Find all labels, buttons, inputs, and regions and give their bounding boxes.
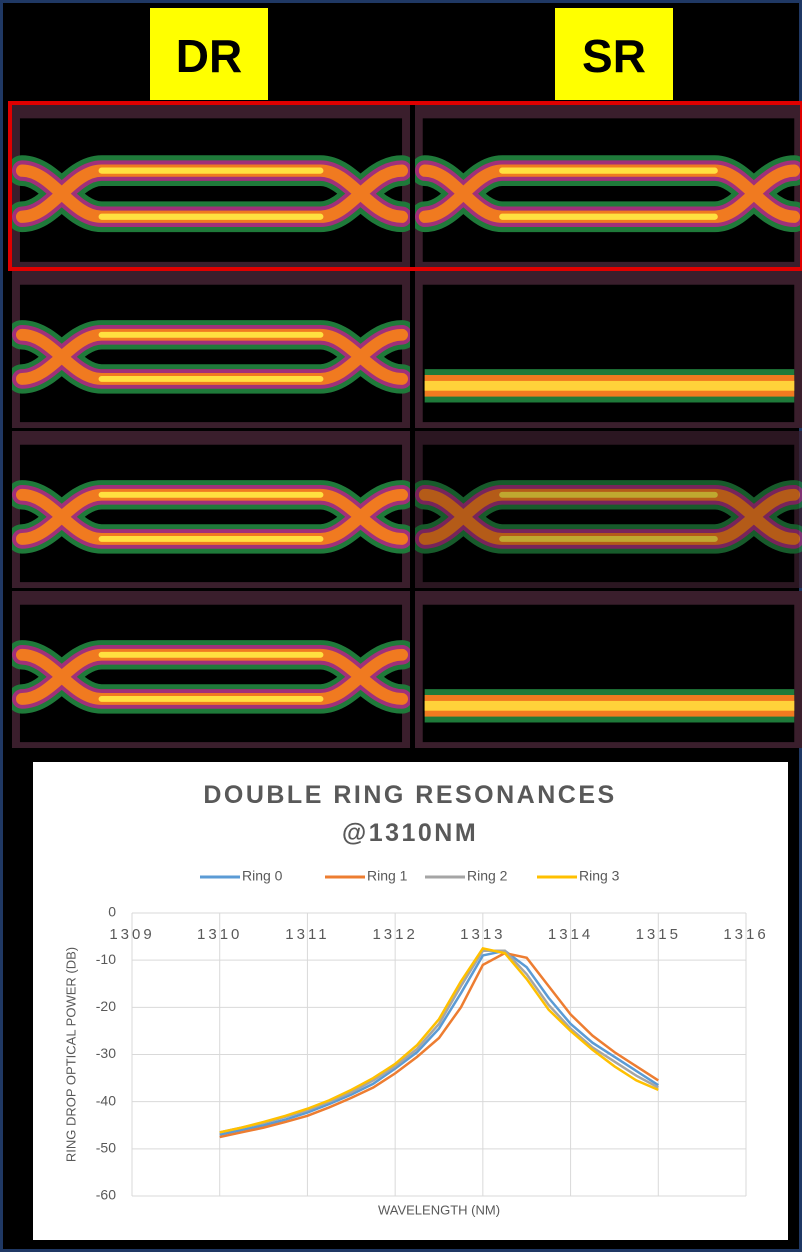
highlight-box — [8, 101, 802, 271]
chart: 0 -10 -20 -30 -40 -50 -60 1309 1310 1311 1312 1313 1… — [63, 868, 768, 1218]
eye-diagram — [12, 431, 410, 588]
eye-diagram — [415, 104, 802, 268]
legend-label: Ring 0 — [242, 868, 283, 884]
x-tick-label: 1316 — [723, 926, 768, 943]
y-axis-label: RING DROP OPTICAL POWER (DB) — [63, 947, 78, 1162]
x-tick-label: 1312 — [372, 926, 417, 943]
eye-diagram — [415, 431, 802, 588]
x-tick-label: 1311 — [285, 926, 329, 943]
eye-diagram — [12, 104, 410, 268]
x-axis-label: WAVELENGTH (NM) — [378, 1202, 500, 1217]
legend-label: Ring 1 — [367, 868, 408, 884]
eye-diagram — [12, 591, 410, 748]
y-tick-label: -30 — [96, 1045, 116, 1061]
y-tick-label: -10 — [96, 951, 116, 967]
chart-area — [33, 762, 788, 1240]
series-line — [219, 946, 659, 1134]
legend-label: Ring 3 — [579, 868, 620, 884]
eye-diagram — [415, 591, 802, 748]
x-tick-label: 1315 — [636, 926, 681, 943]
x-tick-label: 1314 — [548, 926, 593, 943]
x-tick-label: 1309 — [109, 926, 154, 943]
y-tick-label: -20 — [96, 998, 116, 1014]
series-line — [219, 951, 659, 1139]
chart-title: DOUBLE RING RESONANCES @1310NM — [203, 781, 617, 847]
legend-label: Ring 2 — [467, 868, 508, 884]
x-tick-label: 1310 — [197, 926, 242, 943]
label: DR — [150, 8, 268, 100]
x-tick-label: 1313 — [460, 926, 505, 943]
y-tick-label: -50 — [96, 1140, 116, 1156]
series-line — [219, 949, 659, 1136]
eye-diagram — [415, 271, 802, 428]
label: SR — [555, 8, 673, 100]
y-tick-label: -60 — [96, 1187, 116, 1203]
y-tick-label: 0 — [108, 904, 116, 920]
y-tick-label: -40 — [96, 1092, 116, 1108]
eye-diagram — [12, 271, 410, 428]
